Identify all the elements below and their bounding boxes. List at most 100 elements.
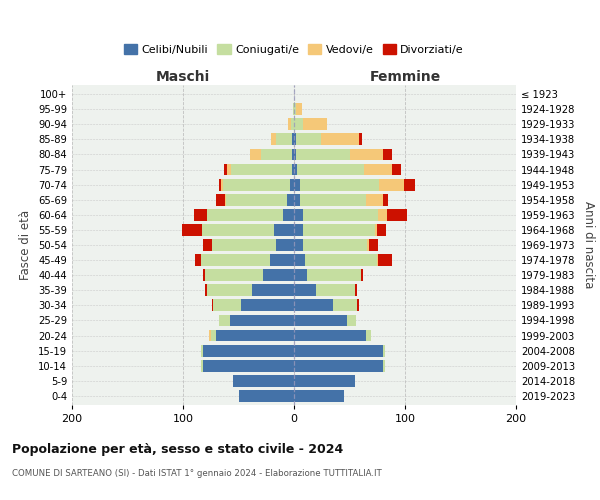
Bar: [320, 134, 359, 145]
Bar: [276, 239, 294, 251]
Bar: [307, 270, 361, 281]
Bar: [367, 239, 370, 251]
Bar: [294, 330, 366, 342]
Bar: [303, 209, 379, 220]
Bar: [294, 300, 333, 312]
Bar: [289, 118, 290, 130]
Bar: [364, 164, 392, 175]
Bar: [269, 254, 294, 266]
Bar: [283, 209, 294, 220]
Bar: [303, 224, 375, 236]
Bar: [217, 330, 294, 342]
Bar: [294, 284, 316, 296]
Bar: [290, 178, 294, 190]
Bar: [294, 209, 303, 220]
Bar: [221, 178, 223, 190]
Bar: [294, 118, 303, 130]
Bar: [209, 330, 211, 342]
Bar: [294, 194, 299, 205]
Bar: [298, 164, 364, 175]
Bar: [294, 254, 305, 266]
Bar: [203, 270, 205, 281]
Bar: [241, 300, 294, 312]
Bar: [203, 360, 294, 372]
Bar: [377, 254, 379, 266]
Bar: [355, 284, 357, 296]
Bar: [377, 224, 386, 236]
Bar: [226, 194, 287, 205]
Bar: [294, 239, 303, 251]
Bar: [182, 224, 202, 236]
Bar: [203, 239, 212, 251]
Bar: [271, 134, 276, 145]
Bar: [260, 148, 292, 160]
Bar: [225, 194, 226, 205]
Bar: [294, 134, 296, 145]
Bar: [357, 300, 359, 312]
Bar: [379, 178, 404, 190]
Bar: [294, 390, 344, 402]
Bar: [299, 194, 366, 205]
Bar: [392, 164, 401, 175]
Bar: [387, 209, 407, 220]
Bar: [223, 178, 290, 190]
Bar: [299, 178, 379, 190]
Bar: [383, 345, 385, 356]
Bar: [263, 270, 294, 281]
Bar: [212, 300, 213, 312]
Text: Femmine: Femmine: [370, 70, 440, 84]
Bar: [201, 345, 203, 356]
Bar: [205, 284, 208, 296]
Bar: [294, 375, 355, 386]
Bar: [218, 314, 230, 326]
Bar: [294, 270, 307, 281]
Bar: [208, 284, 252, 296]
Bar: [349, 148, 383, 160]
Bar: [293, 104, 294, 115]
Bar: [224, 164, 227, 175]
Bar: [233, 375, 294, 386]
Bar: [274, 224, 294, 236]
Bar: [194, 209, 208, 220]
Text: COMUNE DI SARTEANO (SI) - Dati ISTAT 1° gennaio 2024 - Elaborazione TUTTITALIA.I: COMUNE DI SARTEANO (SI) - Dati ISTAT 1° …: [12, 469, 382, 478]
Bar: [347, 314, 356, 326]
Bar: [252, 284, 294, 296]
Bar: [316, 284, 355, 296]
Bar: [218, 178, 221, 190]
Bar: [292, 134, 294, 145]
Bar: [205, 270, 263, 281]
Bar: [404, 178, 415, 190]
Bar: [294, 360, 383, 372]
Bar: [294, 314, 347, 326]
Bar: [227, 164, 231, 175]
Bar: [296, 104, 302, 115]
Bar: [383, 360, 385, 372]
Bar: [292, 148, 294, 160]
Bar: [294, 224, 303, 236]
Legend: Celibi/Nubili, Coniugati/e, Vedovi/e, Divorziati/e: Celibi/Nubili, Coniugati/e, Vedovi/e, Di…: [119, 40, 469, 59]
Bar: [296, 148, 349, 160]
Bar: [294, 104, 296, 115]
Bar: [250, 148, 260, 160]
Bar: [213, 300, 241, 312]
Bar: [231, 164, 292, 175]
Bar: [294, 164, 298, 175]
Bar: [203, 345, 294, 356]
Bar: [201, 254, 269, 266]
Bar: [294, 178, 299, 190]
Bar: [294, 148, 296, 160]
Bar: [292, 164, 294, 175]
Bar: [290, 118, 294, 130]
Bar: [366, 330, 371, 342]
Text: Popolazione per età, sesso e stato civile - 2024: Popolazione per età, sesso e stato civil…: [12, 442, 343, 456]
Bar: [361, 270, 363, 281]
Bar: [383, 194, 388, 205]
Y-axis label: Anni di nascita: Anni di nascita: [582, 202, 595, 288]
Bar: [287, 194, 294, 205]
Bar: [379, 254, 392, 266]
Bar: [212, 239, 276, 251]
Y-axis label: Fasce di età: Fasce di età: [19, 210, 32, 280]
Bar: [379, 209, 387, 220]
Bar: [211, 330, 217, 342]
Bar: [305, 254, 377, 266]
